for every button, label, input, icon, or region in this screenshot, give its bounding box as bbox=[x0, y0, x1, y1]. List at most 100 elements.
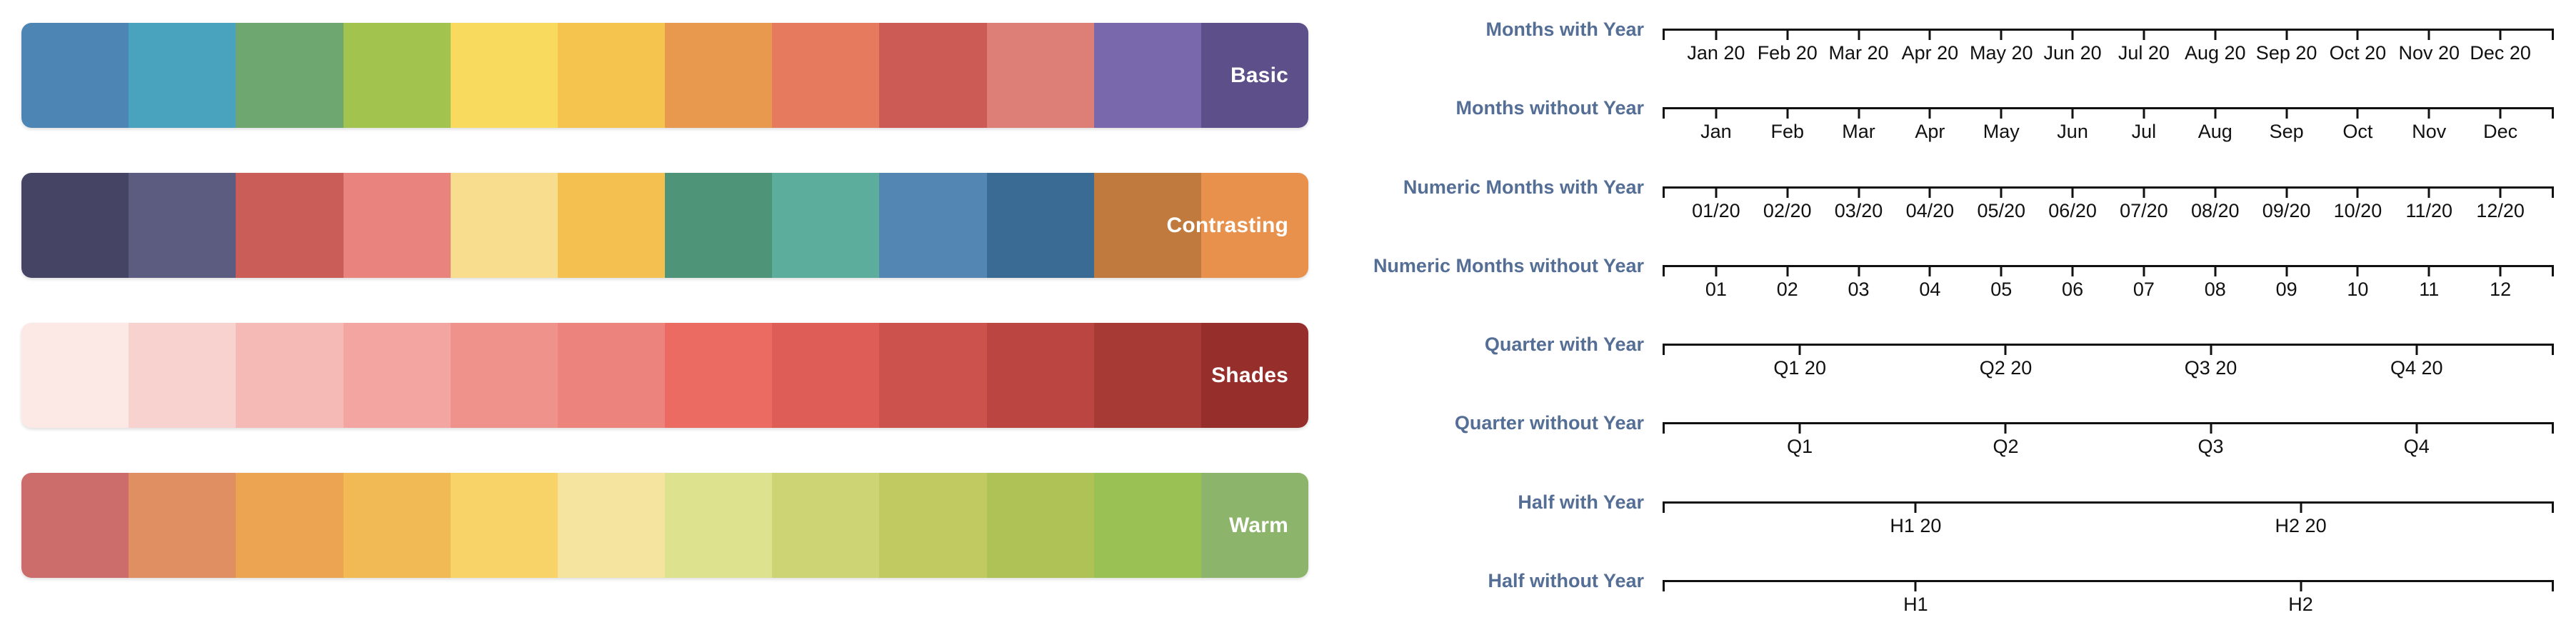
axis-row: Half without Year H1 H2 bbox=[1364, 551, 2554, 630]
timeline-axis: 01 02 03 04 05 06 07 08 09 10 11 12 bbox=[1663, 264, 2554, 314]
axis-tick-label: 06 bbox=[2062, 278, 2084, 300]
axis-tick bbox=[1928, 186, 1931, 198]
color-swatch-shades-4 bbox=[343, 323, 451, 428]
axis-tick bbox=[1858, 107, 1860, 119]
axis-tick-label: 11/20 bbox=[2405, 199, 2453, 221]
axis-tick-label: Jan bbox=[1700, 121, 1732, 143]
axis-edge-tick-left bbox=[1663, 107, 1665, 119]
axis-tick bbox=[2000, 29, 2003, 40]
axis-tick-label: H1 bbox=[1903, 594, 1928, 616]
axis-tick-label: Jul 20 bbox=[2118, 42, 2170, 64]
axis-tick-label: 02 bbox=[1776, 278, 1798, 300]
color-swatch-shades-11 bbox=[1093, 323, 1201, 428]
axis-tick bbox=[2356, 264, 2359, 276]
color-swatch-warm-10 bbox=[986, 473, 1094, 578]
axis-tick bbox=[2214, 186, 2217, 198]
color-swatch-contrasting-8 bbox=[772, 173, 880, 278]
color-swatch-contrasting-12 bbox=[1201, 173, 1308, 278]
axis-tick bbox=[2285, 107, 2288, 119]
axis-tick-label: 07/20 bbox=[2120, 199, 2168, 221]
palette-swatches bbox=[21, 173, 1308, 278]
palette-list: Basic Contrasting Shades Warm bbox=[21, 23, 1308, 578]
axis-tick-label: Mar 20 bbox=[1828, 42, 1889, 64]
axis-tick bbox=[2356, 107, 2359, 119]
axis-tick bbox=[1786, 186, 1789, 198]
axis-edge-tick-left bbox=[1663, 501, 1665, 513]
axis-tick bbox=[1928, 264, 1931, 276]
axis-row-label: Months without Year bbox=[1455, 97, 1644, 119]
axis-tick-label: 05/20 bbox=[1977, 199, 2026, 221]
axis-edge-tick-right bbox=[2552, 422, 2554, 434]
color-swatch-contrasting-11 bbox=[1093, 173, 1201, 278]
axis-tick-label: Mar bbox=[1842, 121, 1875, 143]
axis-tick bbox=[1786, 107, 1789, 119]
axis-tick-label: 07 bbox=[2133, 278, 2155, 300]
axis-edge-tick-right bbox=[2552, 501, 2554, 513]
axis-tick-label: Q4 20 bbox=[2390, 357, 2443, 379]
axis-tick bbox=[1914, 501, 1917, 513]
axis-tick bbox=[2004, 344, 2007, 356]
timeline-axis: Jan Feb Mar Apr May Jun Jul Aug Sep Oct Nov Dec bbox=[1663, 107, 2554, 156]
axis-tick bbox=[2427, 29, 2430, 40]
axis-row-label: Half without Year bbox=[1488, 570, 1644, 592]
axis-tick-label: Q2 bbox=[1993, 436, 2019, 458]
color-swatch-shades-6 bbox=[557, 323, 666, 428]
timeline-axis: H1 20 H2 20 bbox=[1663, 501, 2554, 550]
axis-row-label: Numeric Months without Year bbox=[1373, 254, 1644, 276]
palette-label: Shades bbox=[1211, 363, 1288, 387]
axis-tick-label: May 20 bbox=[1969, 42, 2033, 64]
axis-tick-label: Sep 20 bbox=[2255, 42, 2317, 64]
axis-tick-label: Q3 20 bbox=[2184, 357, 2237, 379]
color-swatch-warm-5 bbox=[450, 473, 558, 578]
palette-label: Warm bbox=[1228, 513, 1288, 537]
palette-strip: Contrasting bbox=[21, 173, 1308, 278]
axis-tick-label: Q3 bbox=[2197, 436, 2224, 458]
axis-tick-label: Q1 bbox=[1787, 436, 1813, 458]
axis-tick-label: 02/20 bbox=[1763, 199, 1812, 221]
axis-tick bbox=[2427, 107, 2430, 119]
axis-edge-tick-left bbox=[1663, 186, 1665, 198]
axis-row-label: Quarter with Year bbox=[1484, 334, 1644, 356]
color-swatch-contrasting-6 bbox=[557, 173, 666, 278]
color-swatch-warm-11 bbox=[1093, 473, 1201, 578]
axis-tick-label: Oct 20 bbox=[2329, 42, 2387, 64]
color-swatch-basic-10 bbox=[986, 23, 1094, 128]
color-swatch-shades-2 bbox=[129, 323, 236, 428]
axis-tick bbox=[1798, 422, 1801, 434]
axis-tick bbox=[1928, 29, 1931, 40]
axis-tick-label: 05 bbox=[1990, 278, 2013, 300]
axis-edge-tick-left bbox=[1663, 29, 1665, 40]
axis-tick-label: Q1 20 bbox=[1773, 357, 1826, 379]
axis-tick bbox=[1715, 186, 1718, 198]
color-swatch-contrasting-5 bbox=[450, 173, 558, 278]
color-swatch-basic-4 bbox=[343, 23, 451, 128]
axis-tick-label: 10/20 bbox=[2333, 199, 2382, 221]
axis-tick bbox=[1858, 264, 1860, 276]
color-swatch-warm-4 bbox=[343, 473, 451, 578]
palette-strip: Basic bbox=[21, 23, 1308, 128]
timeline-axis: Q1 20 Q2 20 Q3 20 Q4 20 bbox=[1663, 344, 2554, 392]
axis-tick bbox=[2143, 107, 2145, 119]
axis-tick-label: Apr bbox=[1915, 121, 1945, 143]
axis-tick-label: 12 bbox=[2490, 278, 2512, 300]
axis-tick-label: 04/20 bbox=[1905, 199, 1955, 221]
color-swatch-warm-8 bbox=[772, 473, 880, 578]
axis-tick-label: Apr 20 bbox=[1901, 42, 1959, 64]
axis-tick bbox=[2499, 107, 2502, 119]
color-swatch-basic-6 bbox=[557, 23, 666, 128]
palette-swatches bbox=[21, 473, 1308, 578]
axis-tick bbox=[1928, 107, 1931, 119]
axis-tick-label: Dec bbox=[2483, 121, 2518, 143]
axis-tick bbox=[2427, 186, 2430, 198]
timeline-axis: 01/20 02/20 03/20 04/20 05/20 06/20 07/20 08/20… bbox=[1663, 186, 2554, 235]
color-swatch-basic-3 bbox=[236, 23, 344, 128]
color-swatch-basic-1 bbox=[21, 23, 129, 128]
axis-row: Quarter with Year Q1 20 Q2 20 Q3 20 Q4 20 bbox=[1364, 315, 2554, 394]
axis-tick bbox=[2300, 501, 2302, 513]
color-swatch-basic-7 bbox=[665, 23, 773, 128]
axis-tick-label: Jun bbox=[2057, 121, 2088, 143]
color-swatch-basic-8 bbox=[772, 23, 880, 128]
axis-tick-label: 12/20 bbox=[2476, 199, 2525, 221]
axis-row-label: Half with Year bbox=[1518, 491, 1644, 513]
axis-tick-label: H2 bbox=[2288, 594, 2313, 616]
